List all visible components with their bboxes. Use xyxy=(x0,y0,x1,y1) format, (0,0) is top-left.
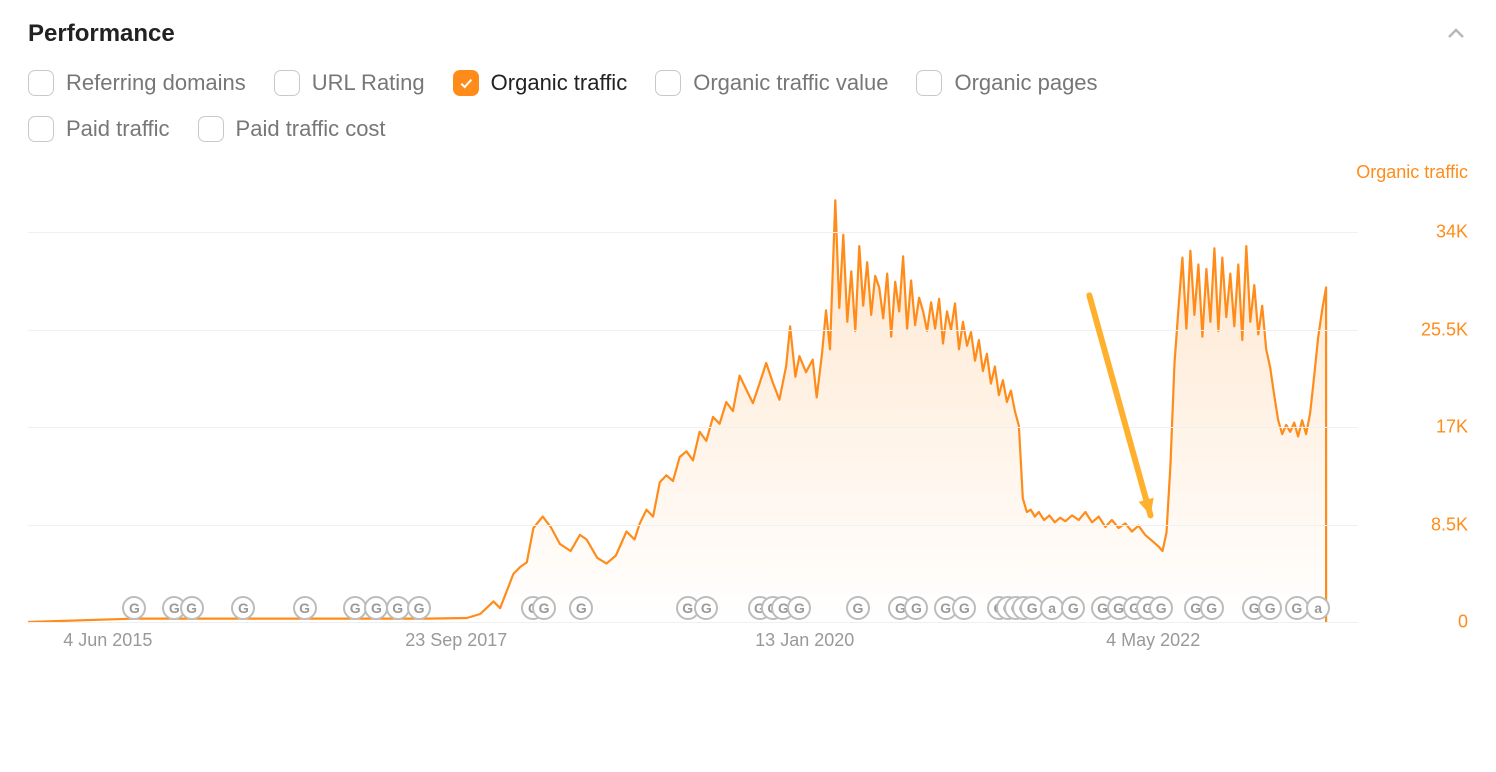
x-axis-tick: 4 May 2022 xyxy=(1106,630,1200,651)
metric-checkbox-organic-pages[interactable]: Organic pages xyxy=(916,70,1097,96)
y-axis-tick: 17K xyxy=(1368,417,1468,438)
update-marker-google[interactable]: G xyxy=(1149,596,1173,620)
update-marker-google[interactable]: G xyxy=(122,596,146,620)
checkbox-label: Organic traffic xyxy=(491,70,628,96)
update-marker-google[interactable]: G xyxy=(1061,596,1085,620)
collapse-chevron-up-icon[interactable] xyxy=(1444,22,1468,46)
performance-chart: Organic traffic GGGGGGGGGGGGGGGGGGGGGGGG… xyxy=(28,162,1468,672)
metric-checkbox-paid-traffic-cost[interactable]: Paid traffic cost xyxy=(198,116,386,142)
y-axis-tick: 25.5K xyxy=(1368,319,1468,340)
update-marker-google[interactable]: G xyxy=(846,596,870,620)
update-marker-google[interactable]: G xyxy=(694,596,718,620)
update-marker-google[interactable]: G xyxy=(293,596,317,620)
update-marker-google[interactable]: G xyxy=(231,596,255,620)
update-marker-google[interactable]: G xyxy=(180,596,204,620)
x-axis-tick: 4 Jun 2015 xyxy=(63,630,152,651)
y-axis-tick: 0 xyxy=(1368,612,1468,633)
checkbox-box[interactable] xyxy=(453,70,479,96)
checkbox-label: Referring domains xyxy=(66,70,246,96)
chart-legend-label: Organic traffic xyxy=(1356,162,1468,183)
update-marker-google[interactable]: G xyxy=(1258,596,1282,620)
update-marker-google[interactable]: G xyxy=(904,596,928,620)
checkbox-label: Paid traffic xyxy=(66,116,170,142)
checkbox-box[interactable] xyxy=(655,70,681,96)
update-marker-google[interactable]: G xyxy=(952,596,976,620)
checkbox-box[interactable] xyxy=(198,116,224,142)
checkbox-label: Paid traffic cost xyxy=(236,116,386,142)
update-marker-google[interactable]: G xyxy=(407,596,431,620)
checkbox-label: Organic traffic value xyxy=(693,70,888,96)
x-axis-tick: 13 Jan 2020 xyxy=(755,630,854,651)
update-marker-ahrefs[interactable]: a xyxy=(1306,596,1330,620)
checkbox-box[interactable] xyxy=(28,70,54,96)
checkbox-box[interactable] xyxy=(274,70,300,96)
metric-checkbox-paid-traffic[interactable]: Paid traffic xyxy=(28,116,170,142)
metric-checkbox-organic-traffic[interactable]: Organic traffic xyxy=(453,70,628,96)
x-axis-tick: 23 Sep 2017 xyxy=(405,630,507,651)
update-marker-google[interactable]: G xyxy=(569,596,593,620)
checkbox-label: Organic pages xyxy=(954,70,1097,96)
update-marker-google[interactable]: G xyxy=(787,596,811,620)
metric-checkbox-url-rating[interactable]: URL Rating xyxy=(274,70,425,96)
checkbox-box[interactable] xyxy=(916,70,942,96)
update-marker-google[interactable]: G xyxy=(532,596,556,620)
checkbox-label: URL Rating xyxy=(312,70,425,96)
y-axis-tick: 8.5K xyxy=(1368,514,1468,535)
metric-checkbox-group: Referring domains URL Rating Organic traff… xyxy=(28,70,1468,142)
metric-checkbox-organic-traffic-value[interactable]: Organic traffic value xyxy=(655,70,888,96)
checkbox-box[interactable] xyxy=(28,116,54,142)
panel-title: Performance xyxy=(28,20,175,48)
y-axis-tick: 34K xyxy=(1368,222,1468,243)
update-marker-google[interactable]: G xyxy=(1200,596,1224,620)
metric-checkbox-referring-domains[interactable]: Referring domains xyxy=(28,70,246,96)
